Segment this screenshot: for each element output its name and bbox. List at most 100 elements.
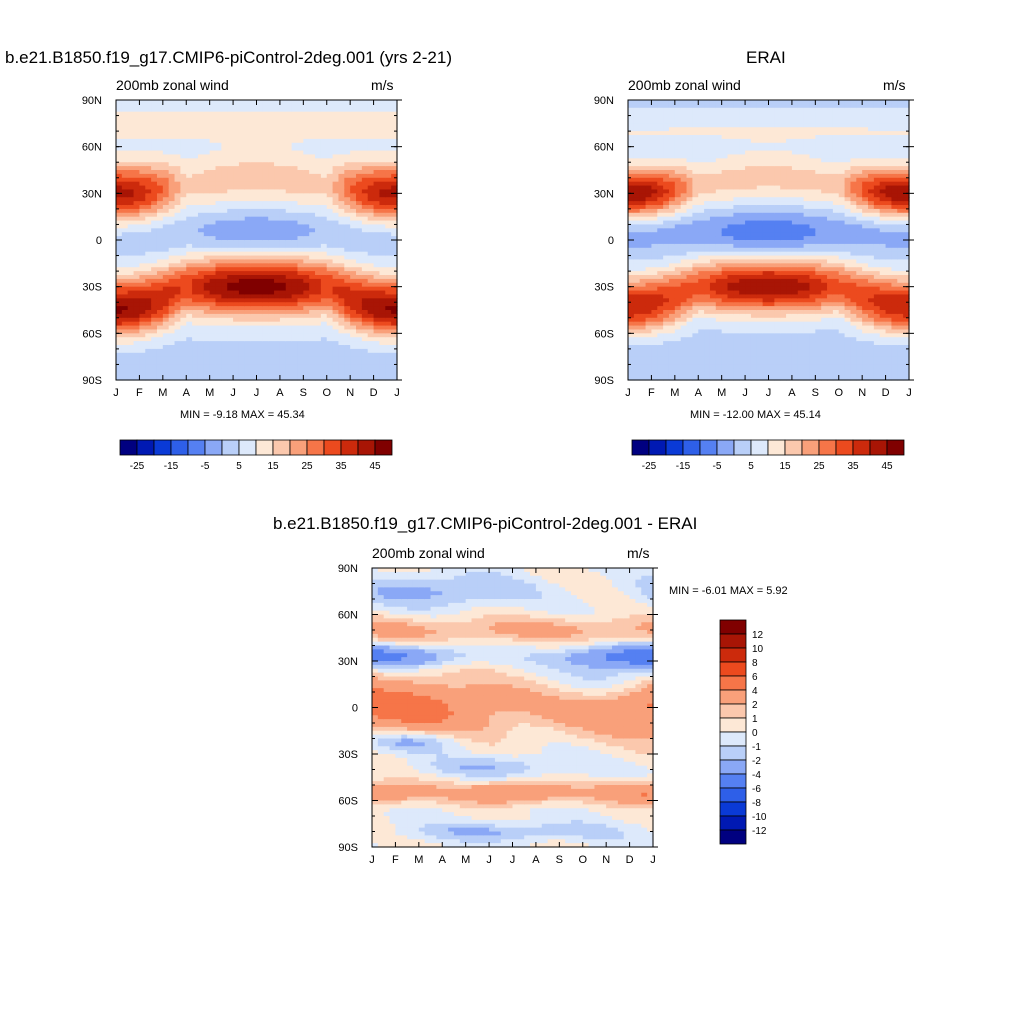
panel-a-cell — [256, 201, 263, 206]
panel-b-cell — [727, 251, 734, 257]
panel-a-cell — [180, 138, 187, 144]
panel-b-cell — [715, 282, 723, 288]
panel-b-cell — [668, 232, 676, 237]
panel-a-cell — [350, 100, 357, 105]
panel-a-cell — [203, 220, 211, 226]
panel-a-cell — [209, 368, 217, 373]
panel-a-cell — [227, 162, 234, 167]
panel-a-cell — [320, 208, 328, 214]
panel-a-cell — [227, 243, 234, 249]
panel-a-cell — [279, 317, 287, 323]
panel-a-cell — [297, 255, 304, 261]
panel-b-cell — [645, 138, 653, 144]
panel-b-cell — [698, 306, 705, 311]
panel-a-cell — [268, 313, 275, 319]
panel-a-cell — [367, 181, 375, 187]
panel-a-cell — [385, 232, 392, 237]
panel-a-cell — [303, 177, 310, 183]
panel-b-cell — [674, 135, 682, 140]
panel-b-cell — [698, 263, 705, 268]
panel-b-cell — [633, 212, 641, 218]
panel-a-cell — [356, 224, 363, 229]
panel-a-cell — [279, 329, 287, 334]
panel-a-cell — [268, 158, 275, 163]
panel-b-cell — [715, 360, 723, 366]
panel-a-cell — [291, 197, 299, 202]
panel-a-cell — [350, 127, 357, 132]
panel-a-cell — [250, 348, 258, 354]
panel-a-cell — [332, 251, 340, 257]
panel-b-cell — [645, 142, 653, 148]
panel-a-cell — [373, 364, 381, 369]
panel-a-cell — [356, 345, 363, 350]
panel-a-cell — [326, 107, 334, 113]
panel-a-cell — [174, 119, 181, 124]
panel-b-cell — [692, 325, 699, 331]
panel-a-cell — [162, 146, 170, 152]
panel-a-cell — [209, 119, 217, 124]
panel-a-cell — [279, 333, 287, 338]
panel-a-cell — [180, 170, 187, 175]
panel-a-cell — [180, 205, 187, 210]
panel-a-cell — [238, 119, 246, 124]
panel-a-cell — [203, 201, 211, 206]
panel-b-cell — [709, 150, 717, 156]
panel-a-cell — [268, 119, 275, 124]
panel-b-cell — [657, 119, 664, 124]
panel-b-cell — [668, 356, 676, 362]
panel-a-cell — [297, 275, 304, 280]
panel-a-cell — [203, 263, 211, 268]
panel-a-cell — [174, 376, 181, 381]
panel-a-cell — [350, 212, 357, 218]
panel-a-cell — [162, 306, 170, 311]
panel-b-cell — [686, 267, 693, 272]
panel-a-cell — [116, 173, 123, 179]
panel-a-cell — [133, 142, 141, 148]
panel-b-cell — [733, 271, 740, 276]
panel-a-cell — [262, 177, 269, 183]
panel-a-cell — [262, 317, 269, 323]
panel-a-cell — [121, 333, 129, 338]
panel-a-cell — [215, 329, 222, 334]
panel-a-cell — [344, 306, 351, 311]
panel-a-cell — [250, 228, 258, 233]
panel-a-cell — [139, 313, 146, 319]
panel-a-cell — [233, 212, 240, 218]
panel-a-cell — [209, 263, 217, 268]
panel-b-cell — [663, 154, 670, 159]
panel-a-cell — [279, 313, 287, 319]
panel-a-cell — [151, 146, 158, 152]
panel-b-cell — [721, 142, 729, 148]
panel-a-cell — [385, 267, 392, 272]
panel-b-cell — [692, 158, 699, 163]
panel-a-cell — [338, 317, 345, 323]
panel-a-cell — [121, 119, 129, 124]
panel-a-cell — [326, 119, 334, 124]
panel-b-cell — [692, 341, 699, 346]
panel-a-cell — [121, 177, 129, 183]
panel-a-cell — [127, 158, 135, 163]
panel-b-cell — [668, 278, 676, 284]
panel-a-cell — [162, 271, 170, 276]
panel-a-cell — [174, 267, 181, 272]
panel-a-cell — [238, 170, 246, 175]
panel-a-cell — [133, 127, 141, 132]
panel-a-cell — [285, 166, 293, 171]
panel-b-cell — [657, 103, 664, 109]
panel-a-cell — [391, 282, 398, 288]
panel-a-cell — [367, 232, 375, 237]
panel-a-cell — [297, 142, 304, 148]
panel-b-cell — [692, 345, 699, 350]
panel-a-cell — [297, 286, 304, 292]
panel-b-cell — [680, 348, 688, 354]
panel-a-cell — [297, 337, 304, 342]
panel-a-cell — [238, 193, 246, 198]
panel-b-cell — [680, 107, 688, 113]
panel-b-cell — [657, 224, 664, 229]
panel-a-cell — [268, 259, 275, 264]
panel-b-cell — [645, 103, 653, 109]
panel-a-cell — [180, 325, 187, 331]
panel-b-cell — [645, 368, 653, 373]
panel-a-cell — [221, 123, 228, 128]
panel-a-cell — [186, 193, 193, 198]
